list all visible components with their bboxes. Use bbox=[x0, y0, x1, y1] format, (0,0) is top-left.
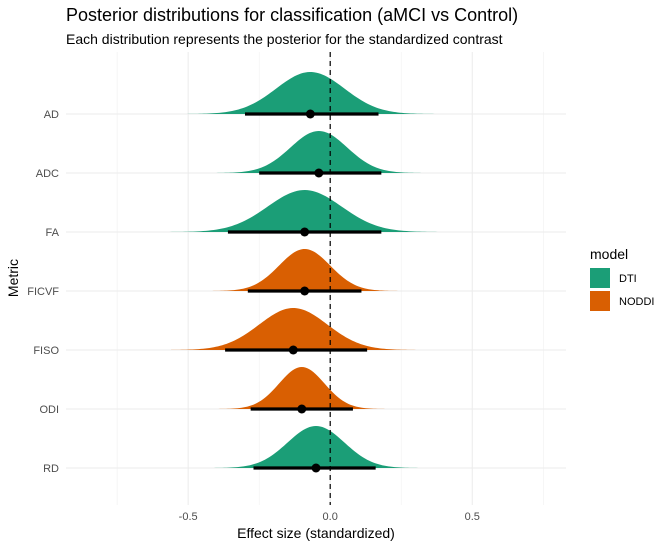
x-tick-labels: -0.5 0.0 0.5 bbox=[179, 511, 480, 523]
median-point-ficvf bbox=[300, 286, 310, 296]
median-point-ad bbox=[305, 109, 315, 119]
median-point-odi bbox=[297, 404, 307, 414]
y-axis-title: Metric bbox=[5, 259, 21, 297]
ridge-fiso bbox=[171, 308, 427, 350]
chart-subtitle: Each distribution represents the posteri… bbox=[66, 31, 503, 47]
chart-title: Posterior distributions for classificati… bbox=[66, 5, 518, 25]
x-axis-title: Effect size (standardized) bbox=[237, 525, 395, 541]
ridge-adc bbox=[210, 131, 427, 173]
legend: model DTI NODDI bbox=[590, 246, 654, 311]
ridge-densities bbox=[151, 72, 464, 468]
median-point-adc bbox=[314, 168, 324, 178]
y-tick-label-odi: ODI bbox=[39, 404, 59, 416]
median-point-fa bbox=[300, 227, 310, 237]
y-tick-label-fa: FA bbox=[46, 227, 60, 239]
median-point-rd bbox=[311, 463, 321, 473]
y-tick-label-ad: AD bbox=[44, 109, 59, 121]
y-tick-label-ficvf: FICVF bbox=[27, 286, 59, 298]
legend-key-noddi bbox=[590, 291, 610, 311]
legend-key-dti bbox=[590, 268, 610, 288]
ridge-rd bbox=[188, 426, 444, 468]
y-tick-label-adc: ADC bbox=[36, 168, 59, 180]
legend-label-noddi: NODDI bbox=[619, 296, 654, 308]
x-tick-label: -0.5 bbox=[179, 511, 198, 523]
x-tick-label: 0.5 bbox=[465, 511, 480, 523]
legend-label-dti: DTI bbox=[619, 273, 637, 285]
y-tick-labels: AD ADC FA FICVF FISO ODI RD bbox=[27, 109, 59, 475]
ridge-ad bbox=[182, 72, 442, 114]
y-tick-label-rd: RD bbox=[43, 463, 59, 475]
median-point-fiso bbox=[288, 345, 298, 355]
credible-intervals bbox=[225, 109, 382, 473]
legend-title: model bbox=[590, 246, 628, 262]
ridge-odi bbox=[185, 367, 419, 409]
ridge-fa bbox=[151, 190, 464, 232]
x-tick-label: 0.0 bbox=[323, 511, 338, 523]
ridge-ficvf bbox=[193, 249, 413, 291]
legend-items: DTI NODDI bbox=[590, 268, 654, 311]
y-tick-label-fiso: FISO bbox=[33, 345, 59, 357]
